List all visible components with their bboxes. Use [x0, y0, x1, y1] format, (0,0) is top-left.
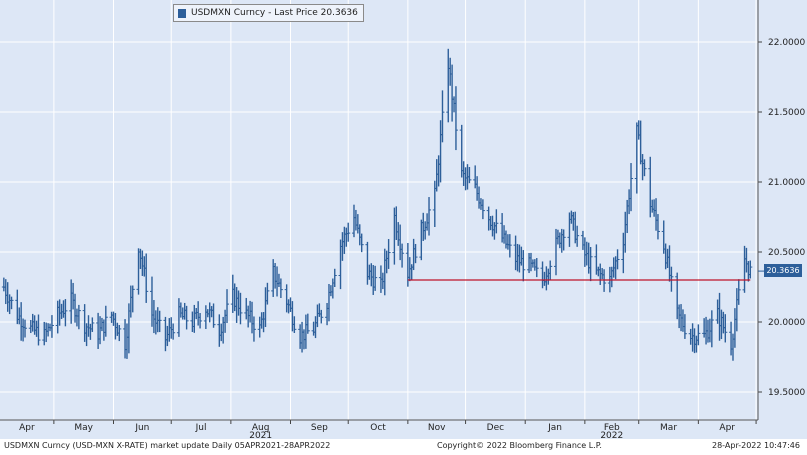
ohlc-bar	[130, 285, 135, 313]
ohlc-bar	[588, 247, 593, 282]
x-tick-label: Aug	[252, 423, 270, 433]
ohlc-bar	[373, 265, 378, 291]
ohlc-bar	[427, 197, 432, 236]
x-tick-label: Jun	[134, 423, 149, 433]
ohlc-bar	[103, 305, 108, 337]
ohlc-bar	[265, 282, 270, 305]
y-tick-label: 19.5000	[768, 388, 805, 398]
ohlc-bar	[440, 90, 445, 143]
x-tick-label: Dec	[487, 423, 504, 433]
ohlc-bar	[467, 166, 472, 184]
x-tick-label: Apr	[719, 423, 735, 433]
y-tick-label: 21.0000	[768, 178, 805, 188]
legend-label: USDMXN Curncy - Last Price 20.3636	[191, 8, 358, 18]
ohlc-bar	[9, 296, 14, 310]
y-tick-label: 21.5000	[768, 108, 805, 118]
ohlc-bar	[736, 279, 741, 305]
ohlc-bar	[23, 319, 28, 338]
ohlc-bar	[144, 253, 149, 303]
x-tick-label: Nov	[428, 423, 446, 433]
y-tick-label: 20.5000	[768, 248, 805, 258]
ohlc-bar	[696, 324, 701, 346]
ohlc-bars	[1, 48, 753, 361]
ohlc-bar	[346, 222, 351, 242]
ohlc-bar	[642, 159, 647, 177]
ohlc-bar	[709, 310, 714, 348]
ohlc-bar	[76, 304, 81, 330]
y-tick-label: 20.0000	[768, 318, 805, 328]
x-tick-label: Oct	[370, 423, 386, 433]
footer-description: USDMXN Curncy (USD-MXN X-RATE) market up…	[4, 441, 331, 450]
ohlc-bar	[548, 260, 553, 281]
ohlc-bar	[157, 310, 162, 333]
ohlc-bar	[359, 233, 364, 253]
ohlc-bar	[480, 199, 485, 220]
ohlc-bar	[561, 229, 566, 251]
ohlc-bar	[629, 163, 634, 212]
x-tick-label: Mar	[660, 423, 677, 433]
ohlc-bar	[225, 289, 230, 324]
ohlc-bar	[534, 258, 539, 278]
ohlc-bar	[682, 314, 687, 339]
footer-timestamp: 28-Apr-2022 10:47:46	[712, 441, 800, 450]
ohlc-bar	[575, 225, 580, 247]
ohlc-bar	[319, 309, 324, 324]
x-year-label: 2022	[600, 431, 623, 441]
ohlc-bar	[251, 316, 256, 342]
x-year-label: 2021	[249, 431, 272, 441]
ohlc-bar	[400, 243, 405, 268]
last-price-tag: 20.3636	[764, 264, 802, 278]
x-tick-label: Apr	[19, 423, 35, 433]
ohlc-bar	[278, 278, 283, 299]
ohlc-bar	[36, 314, 41, 346]
x-tick-label: May	[74, 423, 93, 433]
y-tick-label: 22.0000	[768, 38, 805, 48]
ohlc-bar	[413, 243, 418, 264]
x-tick-label: Jul	[195, 423, 207, 433]
ohlc-bar	[63, 299, 68, 327]
ohlc-bar	[748, 260, 753, 279]
grid	[0, 0, 758, 420]
legend-swatch	[178, 8, 186, 18]
ohlc-bar	[507, 234, 512, 258]
ohlc-bar	[655, 214, 660, 240]
ohlc-bar	[117, 325, 122, 342]
ohlc-bar	[292, 316, 297, 333]
ohlc-bar	[494, 209, 499, 234]
ohlc-bar	[238, 292, 243, 325]
footer-copyright: Copyright© 2022 Bloomberg Finance L.P.	[437, 441, 602, 450]
ohlc-bar	[198, 313, 203, 329]
x-tick-label: Feb	[604, 423, 620, 433]
ohlc-bar	[386, 239, 391, 269]
x-tick-label: Jan	[547, 423, 562, 433]
ohlc-bar	[669, 266, 674, 292]
legend[interactable]: USDMXN Curncy - Last Price 20.3636	[173, 4, 364, 22]
ohlc-bar	[723, 314, 728, 343]
ohlc-bar	[521, 250, 526, 282]
ohlc-bar	[211, 303, 216, 328]
footer: USDMXN Curncy (USD-MXN X-RATE) market up…	[0, 439, 807, 455]
ohlc-bar	[184, 305, 189, 330]
ohlc-bar	[453, 86, 458, 151]
ohlc-bar	[615, 249, 620, 270]
ohlc-bar	[171, 323, 176, 340]
ohlc-bar	[49, 315, 54, 338]
axes: 19.5000 20.0000 20.5000 21.0000 21.5000 22.00…	[0, 0, 805, 441]
ohlc-bar	[332, 268, 337, 288]
ohlc-bar	[90, 317, 95, 332]
x-tick-label: Sep	[311, 423, 328, 433]
ohlc-bar	[305, 313, 310, 334]
